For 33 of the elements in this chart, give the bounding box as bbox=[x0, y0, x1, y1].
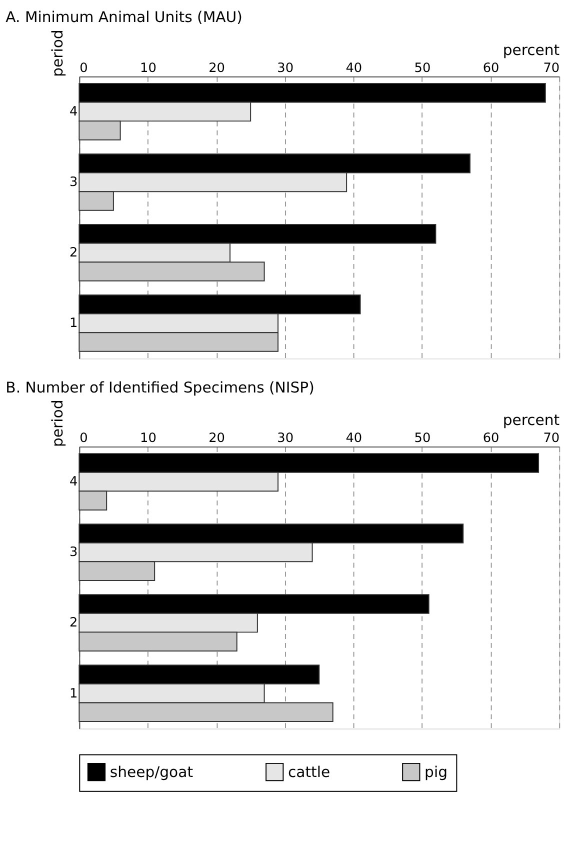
x-tick-label: 50 bbox=[414, 431, 431, 446]
y-axis-title: period bbox=[50, 30, 67, 77]
x-tick-label: 0 bbox=[80, 60, 88, 76]
y-tick-label: 3 bbox=[69, 175, 78, 190]
x-tick-label: 20 bbox=[208, 60, 225, 76]
x-tick-label: 30 bbox=[277, 431, 294, 446]
x-tick-label: 70 bbox=[543, 60, 560, 76]
x-tick-label: 40 bbox=[346, 60, 362, 76]
chart-title: A. Minimum Animal Units (MAU) bbox=[6, 9, 242, 26]
y-tick-label: 1 bbox=[69, 686, 78, 702]
y-tick-label: 4 bbox=[69, 474, 78, 490]
legend-label: pig bbox=[424, 764, 448, 781]
y-tick-label: 3 bbox=[69, 545, 78, 560]
chart-title: B. Number of Identified Specimens (NISP) bbox=[6, 379, 314, 396]
x-axis-title: percent bbox=[502, 42, 560, 60]
y-tick-label: 1 bbox=[69, 316, 78, 332]
x-tick-label: 20 bbox=[208, 431, 225, 446]
x-tick-label: 10 bbox=[140, 60, 156, 76]
y-tick-label: 2 bbox=[69, 616, 78, 631]
x-tick-label: 60 bbox=[482, 431, 500, 446]
x-axis-title: percent bbox=[502, 412, 560, 430]
legend-label: sheep/goat bbox=[110, 764, 194, 781]
y-tick-label: 2 bbox=[69, 246, 78, 261]
x-tick-label: 50 bbox=[414, 60, 431, 76]
x-tick-label: 10 bbox=[140, 431, 156, 446]
x-tick-label: 70 bbox=[543, 431, 560, 446]
legend-label: cattle bbox=[288, 764, 330, 781]
y-axis-title: period bbox=[50, 400, 67, 448]
x-tick-label: 0 bbox=[80, 431, 88, 446]
y-tick-label: 4 bbox=[69, 104, 78, 120]
x-tick-label: 40 bbox=[346, 431, 362, 446]
x-tick-label: 30 bbox=[277, 60, 294, 76]
x-tick-label: 60 bbox=[482, 60, 500, 76]
